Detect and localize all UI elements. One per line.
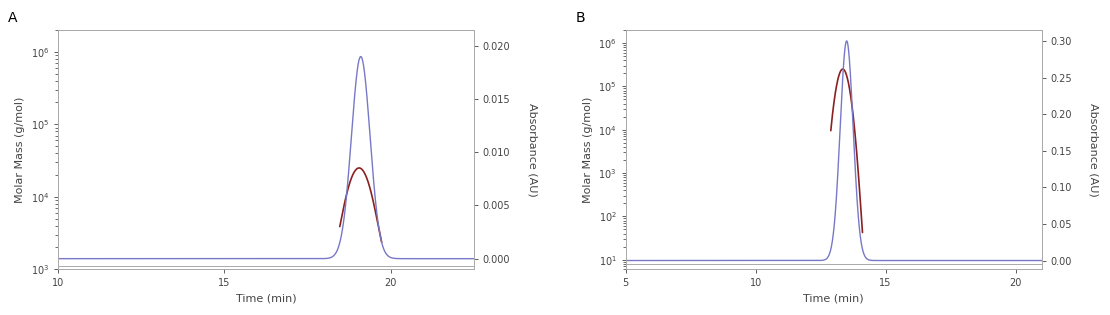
Y-axis label: Absorbance (AU): Absorbance (AU) <box>1089 103 1099 197</box>
Y-axis label: Molar Mass (g/mol): Molar Mass (g/mol) <box>583 96 593 203</box>
Y-axis label: Absorbance (AU): Absorbance (AU) <box>527 103 537 197</box>
X-axis label: Time (min): Time (min) <box>235 294 296 304</box>
Text: A: A <box>8 11 18 25</box>
Text: B: B <box>576 11 585 25</box>
X-axis label: Time (min): Time (min) <box>804 294 864 304</box>
Y-axis label: Molar Mass (g/mol): Molar Mass (g/mol) <box>14 96 24 203</box>
